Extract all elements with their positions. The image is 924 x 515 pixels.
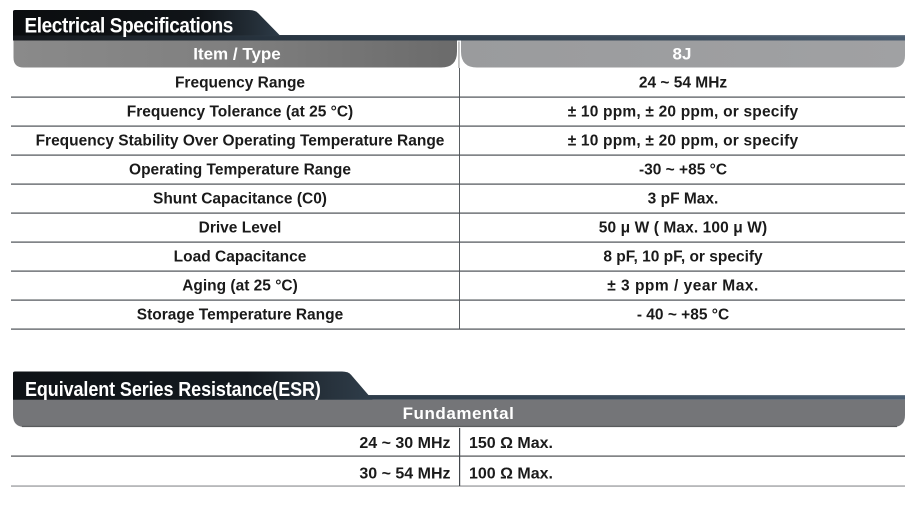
svg-text:± 10 ppm, ± 20 ppm, or specify: ± 10 ppm, ± 20 ppm, or specify <box>568 104 799 121</box>
svg-text:Load Capacitance: Load Capacitance <box>174 249 307 266</box>
svg-text:Frequency Tolerance (at 25 °C): Frequency Tolerance (at 25 °C) <box>127 104 353 121</box>
svg-text:Frequency Range: Frequency Range <box>175 75 305 92</box>
svg-text:Drive Level: Drive Level <box>199 220 282 237</box>
svg-text:50 μ W ( Max. 100 μ W): 50 μ W ( Max. 100 μ W) <box>599 220 767 237</box>
svg-text:8 pF, 10 pF, or specify: 8 pF, 10 pF, or specify <box>603 249 763 266</box>
svg-text:Operating Temperature Range: Operating Temperature Range <box>129 162 351 179</box>
svg-text:100 Ω Max.: 100 Ω Max. <box>469 465 553 482</box>
svg-text:3 pF Max.: 3 pF Max. <box>648 191 719 208</box>
svg-text:Electrical Specifications: Electrical Specifications <box>25 15 234 38</box>
svg-text:Shunt Capacitance (C0): Shunt Capacitance (C0) <box>153 191 327 208</box>
svg-text:24 ~ 30 MHz: 24 ~ 30 MHz <box>359 435 450 452</box>
svg-text:± 10 ppm, ± 20 ppm, or specify: ± 10 ppm, ± 20 ppm, or specify <box>568 133 799 150</box>
svg-text:Item / Type: Item / Type <box>193 45 281 64</box>
svg-text:150 Ω Max.: 150 Ω Max. <box>469 435 553 452</box>
svg-text:30 ~ 54 MHz: 30 ~ 54 MHz <box>359 465 450 482</box>
svg-text:Aging (at 25 °C): Aging (at 25 °C) <box>182 278 298 295</box>
svg-text:8J: 8J <box>673 45 692 64</box>
svg-text:Storage Temperature Range: Storage Temperature Range <box>137 307 344 324</box>
svg-text:- 40 ~ +85 °C: - 40 ~ +85 °C <box>637 307 729 324</box>
svg-text:Equivalent Series Resistance(E: Equivalent Series Resistance(ESR) <box>25 379 321 401</box>
svg-text:± 3 ppm / year Max.: ± 3 ppm / year Max. <box>607 278 759 295</box>
svg-text:Fundamental: Fundamental <box>403 404 515 423</box>
svg-text:-30 ~ +85 °C: -30 ~ +85 °C <box>639 162 727 179</box>
svg-text:Frequency Stability Over Opera: Frequency Stability Over Operating Tempe… <box>36 133 445 150</box>
svg-text:24 ~ 54 MHz: 24 ~ 54 MHz <box>639 75 728 92</box>
